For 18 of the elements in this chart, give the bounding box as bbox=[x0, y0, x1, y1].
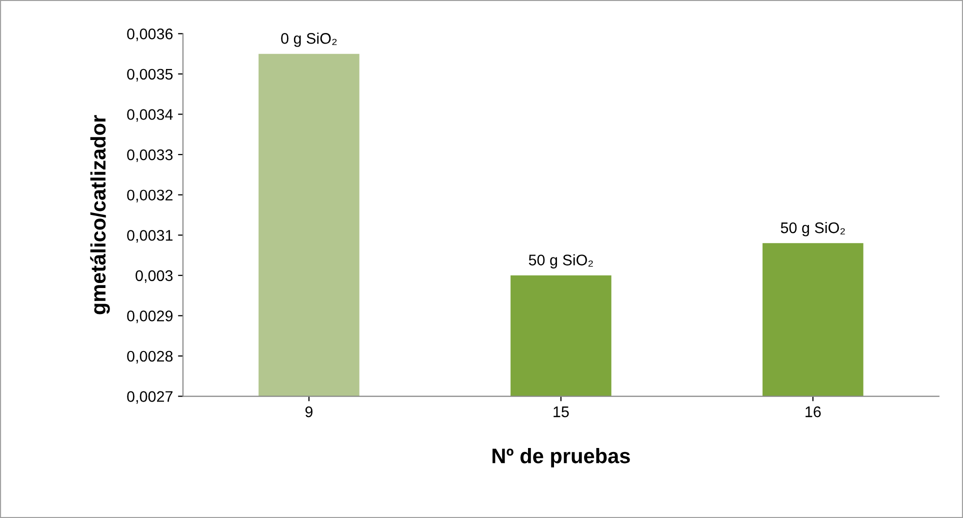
y-tick-label: 0,0031 bbox=[127, 230, 173, 243]
x-tick-label: 15 bbox=[554, 406, 569, 418]
annotation: 50 g SiO₂ bbox=[528, 254, 593, 268]
y-tick-label: 0,0032 bbox=[127, 190, 172, 202]
y-tick-label: 0,0036 bbox=[127, 28, 173, 42]
y-tick-label: 0,0034 bbox=[127, 109, 173, 122]
y-tick-label: 0,0027 bbox=[127, 391, 172, 404]
y-tick-label: 0,0035 bbox=[127, 68, 173, 82]
annotation: 0 g SiO₂ bbox=[281, 32, 337, 47]
x-tick-label: 9 bbox=[305, 406, 312, 418]
y-axis-title: gmetálico/catlizador bbox=[90, 115, 110, 314]
x-axis-title: Nº de pruebas bbox=[492, 448, 630, 468]
annotation: 50 g SiO₂ bbox=[780, 222, 845, 236]
y-tick-label: 0,003 bbox=[136, 270, 173, 283]
y-tick-label: 0,0033 bbox=[127, 149, 173, 162]
y-tick-label: 0,0028 bbox=[127, 350, 173, 364]
y-tick-label: 0,0029 bbox=[127, 310, 173, 324]
x-tick-label: 16 bbox=[806, 406, 821, 418]
